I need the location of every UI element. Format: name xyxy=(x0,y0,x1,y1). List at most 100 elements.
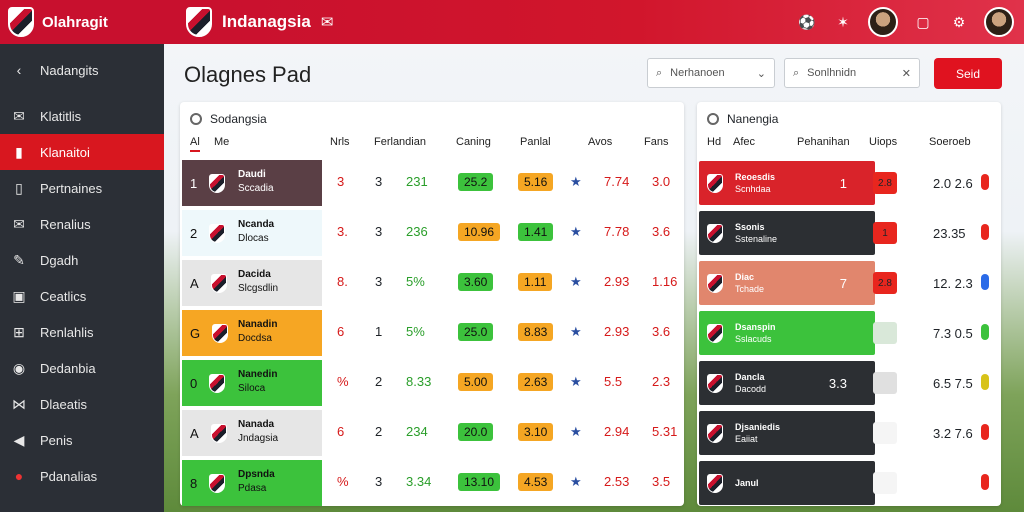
column-header[interactable]: Caning xyxy=(456,136,491,148)
column-header[interactable]: Ferlandian xyxy=(374,136,426,148)
score-value: 7.3 0.5 xyxy=(933,326,973,341)
pin-icon[interactable] xyxy=(981,474,989,490)
star-icon[interactable]: ★ xyxy=(570,324,582,339)
pin-icon[interactable] xyxy=(981,224,989,240)
column-header[interactable]: Uiops xyxy=(869,136,898,148)
column-header[interactable]: Hd xyxy=(707,136,722,148)
score-badge: 1 xyxy=(873,222,897,244)
star-icon[interactable]: ★ xyxy=(570,274,582,289)
avatar[interactable] xyxy=(868,7,898,37)
send-button[interactable]: Seid xyxy=(934,58,1002,89)
team-name: Reoesdis Scnhdaa xyxy=(735,171,775,195)
table-row[interactable]: 8 Dpsnda Pdasa % 3 3.34 13.10 4.53 ★ 2.53… xyxy=(180,460,684,506)
result-row[interactable]: Janul xyxy=(697,460,1001,506)
stat-pill: 25.0 xyxy=(458,323,494,341)
star-icon[interactable]: ★ xyxy=(570,174,582,189)
filter-dropdown[interactable]: ⌕ Nerhanoen ⌄ xyxy=(647,58,775,88)
sidebar-item-6[interactable]: ▣ Ceatlics xyxy=(0,278,164,314)
sidebar-item-7[interactable]: ⊞ Renlahlis xyxy=(0,314,164,350)
sidebar-item-4[interactable]: ✉ Renalius xyxy=(0,206,164,242)
result-row[interactable]: Djsaniedis Eaiiat 3.2 7.6 xyxy=(697,410,1001,456)
table-row[interactable]: A Dacida Slcgsdlin 8. 3 5% 3.60 1.11 ★ 2.… xyxy=(180,260,684,306)
stat-cell: 6 xyxy=(337,324,345,339)
mail-icon[interactable]: ✉ xyxy=(320,14,334,31)
column-header[interactable]: Avos xyxy=(588,136,613,148)
column-header[interactable]: Nrls xyxy=(330,136,350,148)
stat-pill: 25.2 xyxy=(458,173,494,191)
brand[interactable]: Olahragit xyxy=(0,0,164,44)
stat-cell: 3 xyxy=(375,224,383,239)
stat-cell: 7.74 xyxy=(604,174,630,189)
results-panel: Nanengia Hd Afec Pehanihan Uiops Soeroeb… xyxy=(697,102,1001,506)
pin-icon[interactable] xyxy=(981,324,989,340)
stat-pill: 3.10 xyxy=(518,423,554,441)
filter-label: Nerhanoen xyxy=(670,67,725,79)
team-cell: 8 Dpsnda Pdasa xyxy=(182,460,322,506)
table-row[interactable]: G Nanadin Docdsa 6 1 5% 25.0 8.83 ★ 2.93 … xyxy=(180,310,684,356)
column-header[interactable]: Soeroeb xyxy=(929,136,971,148)
result-row[interactable]: Reoesdis Scnhdaa 1 2.8 2.0 2.6 xyxy=(697,160,1001,206)
team-name: Nanedin Siloca xyxy=(238,368,277,396)
ball-icon[interactable]: ⚽ xyxy=(798,13,816,30)
pin-icon[interactable] xyxy=(981,424,989,440)
result-row[interactable]: Diac Tchade 7 2.8 12. 2.3 xyxy=(697,260,1001,306)
user-avatar[interactable] xyxy=(984,7,1014,37)
result-row[interactable]: Dancla Dacodd 3.3 6.5 7.5 xyxy=(697,360,1001,406)
sidebar-item-3[interactable]: ▯ Pertnaines xyxy=(0,170,164,206)
column-header[interactable]: Panlal xyxy=(520,136,551,148)
team-card: Ssonis Sstenaline xyxy=(699,211,875,255)
rank: 2 xyxy=(190,225,198,241)
result-row[interactable]: Ssonis Sstenaline 1 23.35 xyxy=(697,210,1001,256)
team-logo-icon xyxy=(210,273,227,293)
column-header[interactable]: Pehanihan xyxy=(797,136,850,148)
sidebar-item-5[interactable]: ✎ Dgadh xyxy=(0,242,164,278)
column-header[interactable]: Al xyxy=(190,136,200,152)
sidebar-item-9[interactable]: ⋈ Dlaeatis xyxy=(0,386,164,422)
team-name: Ncanda Dlocas xyxy=(238,218,274,246)
search-input-text: Sonlhnidn xyxy=(807,67,857,79)
pin-icon[interactable] xyxy=(981,274,989,290)
team-logo-icon xyxy=(707,373,723,393)
team-name-text: Djsaniedis xyxy=(735,422,781,432)
sidebar-item-0[interactable]: ‹ Nadangits xyxy=(0,52,164,88)
sidebar-item-8[interactable]: ◉ Dedanbia xyxy=(0,350,164,386)
star-icon[interactable]: ★ xyxy=(570,374,582,389)
sidebar-item-10[interactable]: ◀ Penis xyxy=(0,422,164,458)
stat-cell: 2.3 xyxy=(652,374,671,389)
team-sub-text: Siloca xyxy=(238,383,266,394)
sidebar-item-11[interactable]: ● Pdanalias xyxy=(0,458,164,494)
stat-cell: 3.6 xyxy=(652,224,671,239)
column-header[interactable]: Afec xyxy=(733,136,756,148)
table-row[interactable]: 1 Daudi Sccadia 3 3 231 25.2 5.16 ★ 7.74 … xyxy=(180,160,684,206)
pin-icon[interactable] xyxy=(981,174,989,190)
star-icon[interactable]: ★ xyxy=(570,224,582,239)
team-name-text: Reoesdis xyxy=(735,172,776,182)
close-icon[interactable]: ✕ xyxy=(901,67,911,80)
team-name: Dpsnda Pdasa xyxy=(238,468,275,496)
table-row[interactable]: 2 Ncanda Dlocas 3. 3 236 10.96 1.41 ★ 7.7… xyxy=(180,210,684,256)
team-name: Nanada Jndagsia xyxy=(238,418,278,446)
sidebar-item-label: Klanaitoi xyxy=(40,144,90,160)
column-header[interactable]: Me xyxy=(214,136,230,148)
column-header[interactable]: Fans xyxy=(644,136,669,148)
table-header: Hd Afec Pehanihan Uiops Soeroeb xyxy=(697,136,1001,154)
search-input[interactable]: ⌕ Sonlhnidn ✕ xyxy=(784,58,920,88)
team-name-text: Ncanda xyxy=(238,219,275,230)
panel-title-text: Sodangsia xyxy=(210,112,267,126)
table-row[interactable]: 0 Nanedin Siloca % 2 8.33 5.00 2.63 ★ 5.5… xyxy=(180,360,684,406)
settings-icon[interactable]: ⚙ xyxy=(952,13,966,30)
star-icon[interactable]: ★ xyxy=(570,474,582,489)
sidebar-item-1[interactable]: ✉ Klatitlis xyxy=(0,98,164,134)
score-text: 7 xyxy=(839,275,847,291)
team-name: Diac Tchade xyxy=(735,271,764,295)
screen-icon[interactable]: ▢ xyxy=(916,13,930,30)
pin-icon[interactable] xyxy=(981,374,989,390)
player-icon[interactable]: ✶ xyxy=(837,13,849,30)
team-sub-text: Pdasa xyxy=(238,483,267,494)
star-icon[interactable]: ★ xyxy=(570,424,582,439)
sidebar-item-2[interactable]: ▮ Klanaitoi xyxy=(0,134,164,170)
panel-title: Sodangsia xyxy=(190,112,267,126)
result-row[interactable]: Dsanspin Sslacuds 7.3 0.5 xyxy=(697,310,1001,356)
table-row[interactable]: A Nanada Jndagsia 6 2 234 20.0 3.10 ★ 2.9… xyxy=(180,410,684,456)
horn-icon: ◀ xyxy=(13,431,25,448)
